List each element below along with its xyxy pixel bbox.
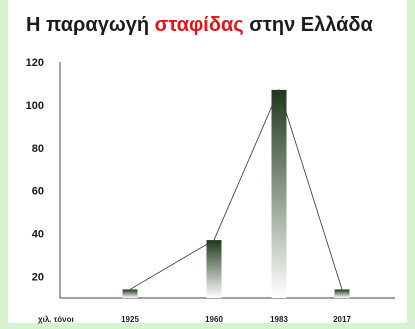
y-tick-label: 100 (26, 100, 44, 112)
y-tick-label: 120 (26, 57, 44, 69)
x-tick-label: 1983 (270, 315, 288, 324)
title-part-3: στην Ελλάδα (243, 14, 373, 36)
y-tick-label: 20 (32, 272, 44, 284)
x-tick-label: 1925 (121, 315, 139, 324)
x-tick-label: 1960 (205, 315, 223, 324)
y-tick-label: 80 (32, 143, 44, 155)
chart-title: Η παραγωγή σταφίδας στην Ελλάδα (26, 14, 373, 37)
connecting-line (129, 88, 343, 290)
y-tick-label: 60 (32, 186, 44, 198)
bar-1925 (122, 289, 138, 298)
unit-label: χιλ. τόνοι (38, 315, 74, 324)
title-accent-word: σταφίδας (154, 14, 244, 36)
bar-1960 (206, 240, 222, 298)
title-part-1: Η παραγωγή (26, 14, 155, 36)
bar-2017 (334, 289, 350, 298)
bar-1983 (271, 89, 287, 299)
x-tick-label: 2017 (333, 315, 351, 324)
y-tick-label: 40 (32, 229, 44, 241)
